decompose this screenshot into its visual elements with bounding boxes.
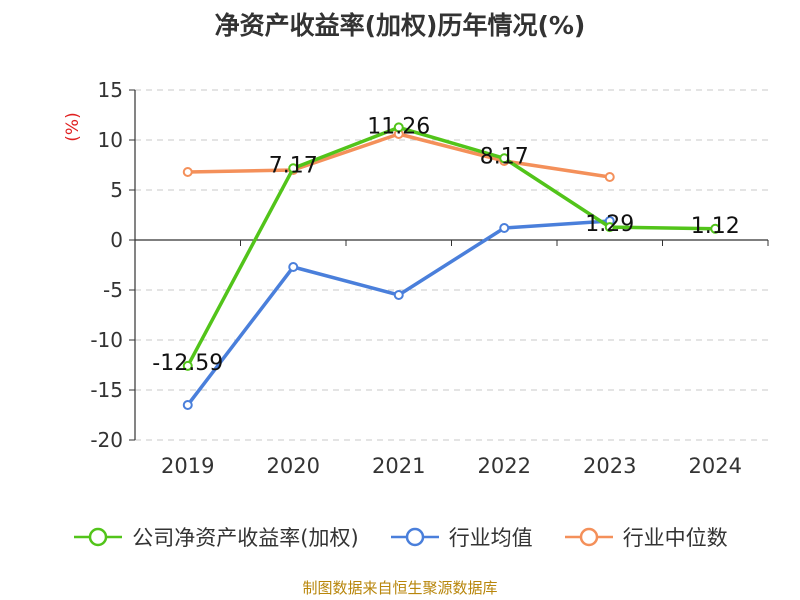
- y-tick-label: -15: [90, 378, 123, 402]
- data-point: [710, 223, 721, 234]
- chart-title: 净资产收益率(加权)历年情况(%): [214, 11, 586, 40]
- data-label: 11.26: [367, 114, 430, 139]
- data-point: [182, 167, 193, 177]
- data-label: 7.17: [269, 153, 318, 178]
- y-tick-label: 10: [98, 128, 123, 152]
- legend-label-industry-median: 行业中位数: [622, 526, 728, 550]
- legend-item-industry-mean[interactable]: 行业均值: [389, 522, 533, 552]
- legend-swatch-industry-mean: [390, 527, 439, 547]
- data-point: [499, 223, 510, 233]
- legend-item-industry-median[interactable]: 行业中位数: [563, 522, 728, 552]
- data-point: [499, 153, 510, 164]
- y-axis-label: (%): [63, 112, 83, 141]
- x-tick-label: 2024: [689, 454, 742, 478]
- y-tick-label: -5: [103, 278, 123, 302]
- data-point: [288, 163, 299, 174]
- y-tick-label: -10: [90, 328, 123, 352]
- axes: 15 10 5 0 -5 -10 -15 -20 2019 2020 2021 2022 2023 202…: [63, 78, 769, 478]
- legend-label-industry-mean: 行业均值: [448, 526, 533, 550]
- data-label: 1.29: [585, 212, 634, 237]
- series-lines: [182, 122, 721, 410]
- data-label: 8.17: [480, 144, 529, 169]
- legend-label-company-roe: 公司净资产收益率(加权): [132, 526, 359, 550]
- data-point: [393, 122, 404, 133]
- y-tick-label: -20: [90, 428, 123, 452]
- legend-swatch-industry-median: [564, 527, 613, 547]
- data-point: [182, 400, 193, 410]
- legend-swatch-company-roe: [74, 527, 123, 547]
- series-line: [186, 125, 716, 367]
- x-tick-label: 2020: [267, 454, 320, 478]
- data-labels: -12.59 7.17 11.26 8.17 1.29 1.12: [152, 114, 739, 376]
- x-tick-label: 2023: [583, 454, 636, 478]
- data-label: -12.59: [152, 351, 223, 376]
- y-tick-label: 15: [98, 78, 123, 102]
- legend-item-company-roe[interactable]: 公司净资产收益率(加权): [72, 522, 359, 552]
- data-point: [393, 290, 404, 300]
- y-tick-label: 0: [110, 228, 123, 252]
- data-point: [604, 172, 615, 182]
- data-point: [604, 222, 615, 233]
- data-label: 1.12: [691, 214, 740, 239]
- legend: 公司净资产收益率(加权) 行业均值 行业中位数: [0, 520, 800, 554]
- y-tick-label: 5: [110, 178, 123, 202]
- data-point: [182, 360, 193, 371]
- data-source-note: 制图数据来自恒生聚源数据库: [302, 579, 498, 597]
- data-point: [288, 262, 299, 272]
- x-tick-label: 2021: [372, 454, 425, 478]
- x-tick-label: 2019: [161, 454, 214, 478]
- x-tick-label: 2022: [478, 454, 531, 478]
